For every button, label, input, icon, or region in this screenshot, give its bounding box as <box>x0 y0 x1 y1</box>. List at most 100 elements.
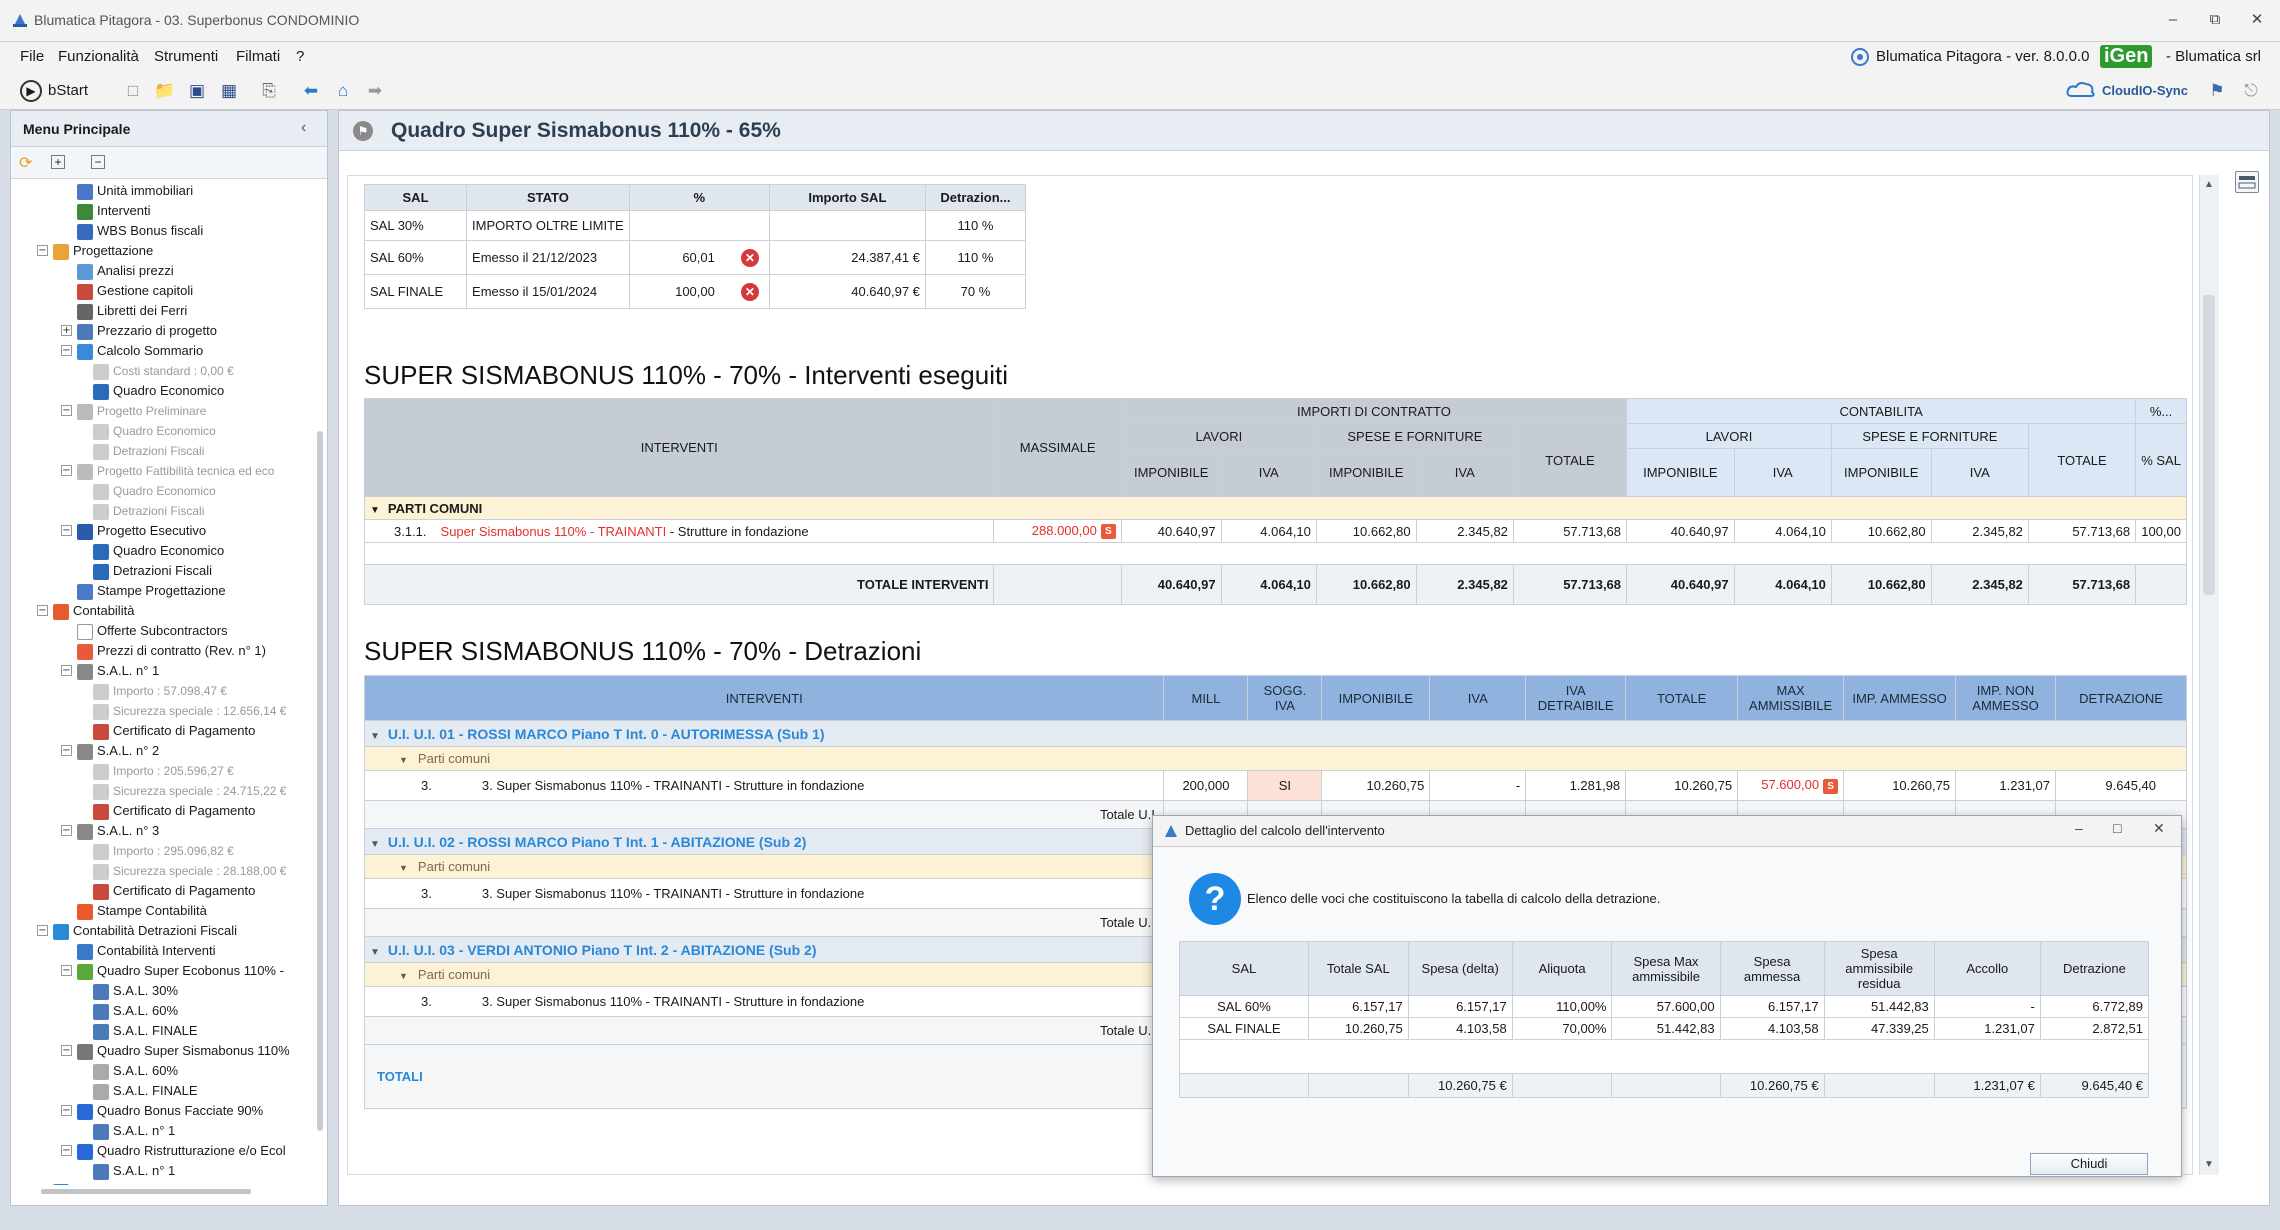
home-icon[interactable]: ⌂ <box>337 81 349 100</box>
tree-node[interactable]: Detrazioni Fiscali <box>93 561 212 581</box>
tree-expander-icon[interactable]: − <box>37 605 48 616</box>
tree-node[interactable]: Certificato di Pagamento <box>93 721 255 741</box>
layout-toggle-icon[interactable] <box>2235 171 2259 193</box>
sal-row[interactable]: SAL FINALE Emesso il 15/01/2024 100,00 ✕ 40.… <box>363 274 1027 309</box>
tree-node[interactable]: S.A.L. n° 1 <box>93 1121 175 1141</box>
tree-node[interactable]: Importo : 57.098,47 € <box>93 681 227 701</box>
share-icon[interactable]: ⚑ <box>2209 81 2225 100</box>
close-button[interactable]: Chiudi <box>2030 1153 2148 1175</box>
menu-file[interactable]: File <box>20 48 45 65</box>
tree-node[interactable]: S.A.L. 60% <box>93 1061 178 1081</box>
tree-node[interactable]: Importo : 295.096,82 € <box>93 841 234 861</box>
tree-node[interactable]: Prezzi di contratto (Rev. n° 1) <box>77 641 266 661</box>
cloudio-sync-label[interactable]: CloudIO-Sync <box>2102 83 2188 98</box>
restore-icon[interactable]: ⧉ <box>2209 11 2221 28</box>
save-all-icon[interactable]: ▦ <box>220 81 238 100</box>
tree-node[interactable]: Sicurezza speciale : 24.715,22 € <box>93 781 286 801</box>
close-icon[interactable]: ✕ <box>2250 11 2264 28</box>
new-file-icon[interactable]: □ <box>127 81 139 100</box>
print-icon[interactable]: ⎘ <box>262 81 276 100</box>
calc-row[interactable]: SAL 60% 6.157,17 6.157,17 110,00% 57.600,00 6… <box>1179 995 2150 1018</box>
sal-row[interactable]: SAL 60% Emesso il 21/12/2023 60,01 ✕ 24.387,… <box>363 240 1027 275</box>
tree-node[interactable]: Stampe Progettazione <box>77 581 226 601</box>
tree-node[interactable]: Quadro Super Sismabonus 110% <box>77 1041 290 1061</box>
parti-comuni-group[interactable]: ▼ PARTI COMUNI <box>364 496 2187 520</box>
tree-node[interactable]: Unità immobiliari <box>77 181 193 201</box>
tree-node[interactable]: Costi standard : 0,00 € <box>93 361 234 381</box>
tree-node[interactable]: Importo : 205.596,27 € <box>93 761 234 781</box>
tree-expander-icon[interactable]: − <box>61 525 72 536</box>
bstart-button[interactable]: bStart <box>48 82 89 99</box>
tree-node[interactable]: Progetto Fattibilità tecnica ed eco <box>77 461 274 481</box>
tree-node[interactable]: Progetto Preliminare <box>77 401 206 421</box>
tree-horizontal-scrollbar[interactable] <box>41 1189 251 1194</box>
tree-node[interactable]: Certificato di Pagamento <box>93 881 255 901</box>
tree-node[interactable]: S.A.L. FINALE <box>93 1081 198 1101</box>
dialog-maximize-icon[interactable]: □ <box>2113 820 2122 836</box>
open-folder-icon[interactable]: 📁 <box>154 81 176 100</box>
tree-node[interactable]: Offerte Subcontractors <box>77 621 228 641</box>
tree-vertical-scrollbar[interactable] <box>317 431 323 1131</box>
scroll-up-icon[interactable]: ▲ <box>2204 179 2214 190</box>
tree-node[interactable]: Certificato di Pagamento <box>93 801 255 821</box>
tree-expander-icon[interactable]: − <box>61 825 72 836</box>
tree-expander-icon[interactable]: − <box>61 345 72 356</box>
tree-expander-icon[interactable]: − <box>61 1145 72 1156</box>
tree-node[interactable]: Quadro Bonus Facciate 90% <box>77 1101 263 1121</box>
back-arrow-icon[interactable]: ⬅ <box>303 81 319 100</box>
dialog-minimize-icon[interactable]: – <box>2075 820 2083 836</box>
tree-node[interactable]: S.A.L. 60% <box>93 1001 178 1021</box>
tree-expander-icon[interactable]: − <box>61 1105 72 1116</box>
tree-expander-icon[interactable]: − <box>61 745 72 756</box>
menu-strumenti[interactable]: Strumenti <box>154 48 219 65</box>
tree-expander-icon[interactable]: − <box>61 665 72 676</box>
tree-node[interactable]: S.A.L. n° 1 <box>93 1161 175 1181</box>
tree-expander-icon[interactable]: + <box>61 325 72 336</box>
tree-node[interactable]: Quadro Ristrutturazione e/o Ecol <box>77 1141 286 1161</box>
bstart-icon[interactable]: ▶ <box>20 80 42 102</box>
tree-node[interactable]: Quadro Economico <box>93 421 216 441</box>
tree-expander-icon[interactable]: − <box>61 405 72 416</box>
menu-help[interactable]: ? <box>296 48 305 65</box>
tree-node[interactable]: S.A.L. n° 1 <box>77 661 159 681</box>
table-row[interactable]: 3. 3. Super Sismabonus 110% - TRAINANTI -… <box>363 770 2187 801</box>
tree-node[interactable]: Detrazioni Fiscali <box>93 441 204 461</box>
tree-node[interactable]: Sicurezza speciale : 28.188,00 € <box>93 861 286 881</box>
tree-node[interactable]: S.A.L. 30% <box>93 981 178 1001</box>
menu-funzionalita[interactable]: Funzionalità <box>58 48 139 65</box>
forward-arrow-icon[interactable]: ➡ <box>367 81 383 100</box>
tree-node[interactable]: Progetto Esecutivo <box>77 521 206 541</box>
tree-node[interactable]: Quadro Economico <box>93 541 224 561</box>
scroll-thumb[interactable] <box>2203 295 2215 595</box>
table-row[interactable]: 3.1.1. Super Sismabonus 110% - TRAINANTI … <box>363 519 2187 543</box>
logout-icon[interactable]: ⎋ <box>2244 81 2258 100</box>
minimize-icon[interactable]: – <box>2168 11 2178 28</box>
tree-node[interactable]: Progettazione <box>53 241 153 261</box>
tree-node[interactable]: Prezzario di progetto <box>77 321 217 341</box>
tree-node[interactable]: Contabilità <box>53 601 134 621</box>
tree-node[interactable]: Archivi di base <box>53 1181 158 1185</box>
dialog-close-icon[interactable]: ✕ <box>2153 820 2165 836</box>
tree-node[interactable]: Contabilità Interventi <box>77 941 216 961</box>
unit-row[interactable]: ▼ U.I. U.I. 01 - ROSSI MARCO Piano T Int.… <box>364 720 2187 747</box>
tree-node[interactable]: Libretti dei Ferri <box>77 301 187 321</box>
tree-node[interactable]: Gestione capitoli <box>77 281 193 301</box>
tree-expander-icon[interactable]: − <box>61 1045 72 1056</box>
tree-node[interactable]: Quadro Economico <box>93 381 224 401</box>
sub-group-row[interactable]: ▼ Parti comuni <box>364 746 2187 771</box>
tree-node[interactable]: Stampe Contabilità <box>77 901 207 921</box>
tree-expander-icon[interactable]: − <box>37 245 48 256</box>
sal-row[interactable]: SAL 30% IMPORTO OLTRE LIMITE 110 % <box>363 210 1027 241</box>
tree-node[interactable]: Analisi prezzi <box>77 261 174 281</box>
tree-node[interactable]: Sicurezza speciale : 12.656,14 € <box>93 701 286 721</box>
calc-row[interactable]: SAL FINALE 10.260,75 4.103,58 70,00% 51.442,… <box>1179 1017 2150 1040</box>
collapse-panel-icon[interactable]: ‹ <box>301 119 307 136</box>
tree-node[interactable]: S.A.L. FINALE <box>93 1021 198 1041</box>
refresh-icon[interactable]: ⟳ <box>19 155 33 172</box>
tree-node[interactable]: S.A.L. n° 3 <box>77 821 159 841</box>
tree-node[interactable]: Detrazioni Fiscali <box>93 501 204 521</box>
content-vertical-scrollbar[interactable]: ▲ ▼ <box>2199 175 2219 1175</box>
tree-node[interactable]: Interventi <box>77 201 150 221</box>
cloud-icon[interactable] <box>2066 80 2096 100</box>
save-icon[interactable]: ▣ <box>188 81 206 100</box>
